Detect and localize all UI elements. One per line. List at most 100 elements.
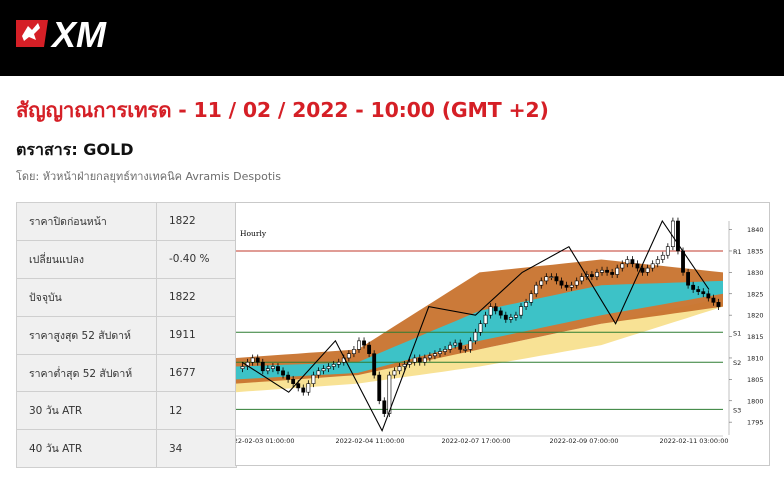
candle-body [676,220,680,252]
candle-body [255,357,260,363]
level-label: R1 [733,248,742,256]
timeframe-label: Hourly [240,229,267,238]
candle-body [630,259,635,265]
candle-body [559,280,564,286]
candle-body [301,387,306,393]
candle-body [326,366,331,369]
candle-body [407,361,412,365]
candle-body [696,289,701,292]
candle-body [554,276,559,282]
candle-body [311,374,316,384]
candle-body [417,357,422,363]
stat-label: 40 วัน ATR [16,429,157,469]
stat-label: ปัจจุบัน [16,277,157,317]
stats-row: 30 วัน ATR 12 [16,391,237,431]
candle-body [377,374,382,402]
candle-body [655,259,660,265]
candle-body [691,284,696,290]
candle-body [544,276,549,282]
candle-body [296,383,301,389]
candle-body [478,323,483,333]
candle-body [382,400,387,414]
y-tick-label: 1835 [747,247,764,255]
candle-body [427,355,432,359]
candle-body [291,379,296,384]
candle-body [610,272,615,275]
candle-body [574,280,579,286]
x-tick-label: 2022-02-04 11:00:00 [335,437,404,445]
stats-table: ราคาปิดก่อนหน้า 1822 เปลี่ยนแปลง -0.40 % ป… [16,202,237,469]
stat-value: 34 [156,429,237,469]
candle-body [402,364,407,367]
level-label: S2 [733,359,741,367]
x-tick-label: 2022-02-11 03:00:00 [659,437,728,445]
candle-body [260,361,265,372]
zigzag-line [241,219,710,433]
candle-body [321,368,326,372]
y-tick-label: 1795 [747,419,764,427]
instrument-title: ตราสาร: GOLD [16,140,134,159]
candle-body [240,366,245,369]
candle-body [650,263,655,269]
candle-body [625,259,630,265]
stat-value: 1911 [156,315,237,355]
stats-row: ปัจจุบัน 1822 [16,277,237,317]
y-tick-label: 1830 [747,269,764,277]
stats-row: ราคาต่ำสุด 52 สัปดาห์ 1677 [16,353,237,393]
x-tick-label: 2022-02-03 01:00:00 [236,437,295,445]
level-label: S1 [733,329,741,337]
candle-body [600,269,604,273]
y-tick-label: 1840 [747,226,764,234]
candle-body [640,267,645,273]
candle-body [635,263,640,269]
stat-label: ราคาต่ำสุด 52 สัปดาห์ [16,353,157,393]
level-label: S3 [733,406,741,414]
y-tick-label: 1825 [747,290,764,298]
candle-body [387,374,392,414]
x-tick-label: 2022-02-07 17:00:00 [441,437,510,445]
candle-body [701,291,706,295]
stat-value: 1822 [156,277,237,317]
y-tick-label: 1800 [747,397,764,405]
candle-body [392,370,397,376]
candle-body [306,383,311,393]
candle-body [483,314,488,325]
candle-body [539,280,544,286]
xm-logo-bull-shape [22,23,40,41]
candle-body [595,272,599,277]
candle-body [514,314,518,318]
candle-body [681,250,685,273]
candle-body [448,344,453,350]
candle-body [579,276,584,282]
xm-logo-text: XM [50,14,107,52]
candle-body [665,246,670,256]
stat-label: 30 วัน ATR [16,391,157,431]
stat-value: 12 [156,391,237,431]
candle-body [605,269,609,273]
candle-body [346,353,351,359]
candle-body [433,353,437,357]
chart-canvas: R1 S1 S2 S3 1795 1800 1805 1810 1815 1820 1825 1830… [236,217,764,445]
candle-body [422,357,427,363]
candle-body [508,317,513,320]
stats-row: เปลี่ยนแปลง -0.40 % [16,239,237,279]
candle-body [362,340,366,346]
y-tick-label: 1815 [747,333,764,341]
candle-body [569,284,574,288]
stat-label: เปลี่ยนแปลง [16,239,157,279]
candle-body [270,366,275,369]
candle-body [281,370,285,376]
candle-body [412,357,417,363]
candle-body [549,276,554,278]
candle-body [534,284,539,295]
y-tick-label: 1820 [747,312,764,320]
xm-logo[interactable]: XM [14,14,134,52]
candle-body [706,293,711,299]
candle-body [524,302,528,307]
candle-body [615,267,620,275]
candle-body [443,349,447,352]
stats-row: ราคาปิดก่อนหน้า 1822 [16,202,237,241]
candle-body [336,361,341,365]
top-banner: XM [0,0,784,76]
yellow-band [236,298,723,393]
